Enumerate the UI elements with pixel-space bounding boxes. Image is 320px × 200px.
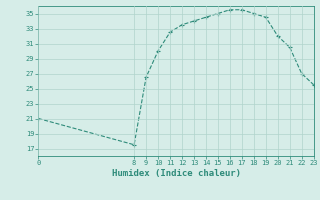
X-axis label: Humidex (Indice chaleur): Humidex (Indice chaleur)	[111, 169, 241, 178]
